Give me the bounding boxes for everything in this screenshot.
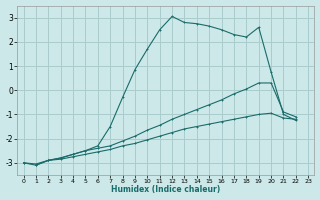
X-axis label: Humidex (Indice chaleur): Humidex (Indice chaleur) bbox=[111, 185, 220, 194]
